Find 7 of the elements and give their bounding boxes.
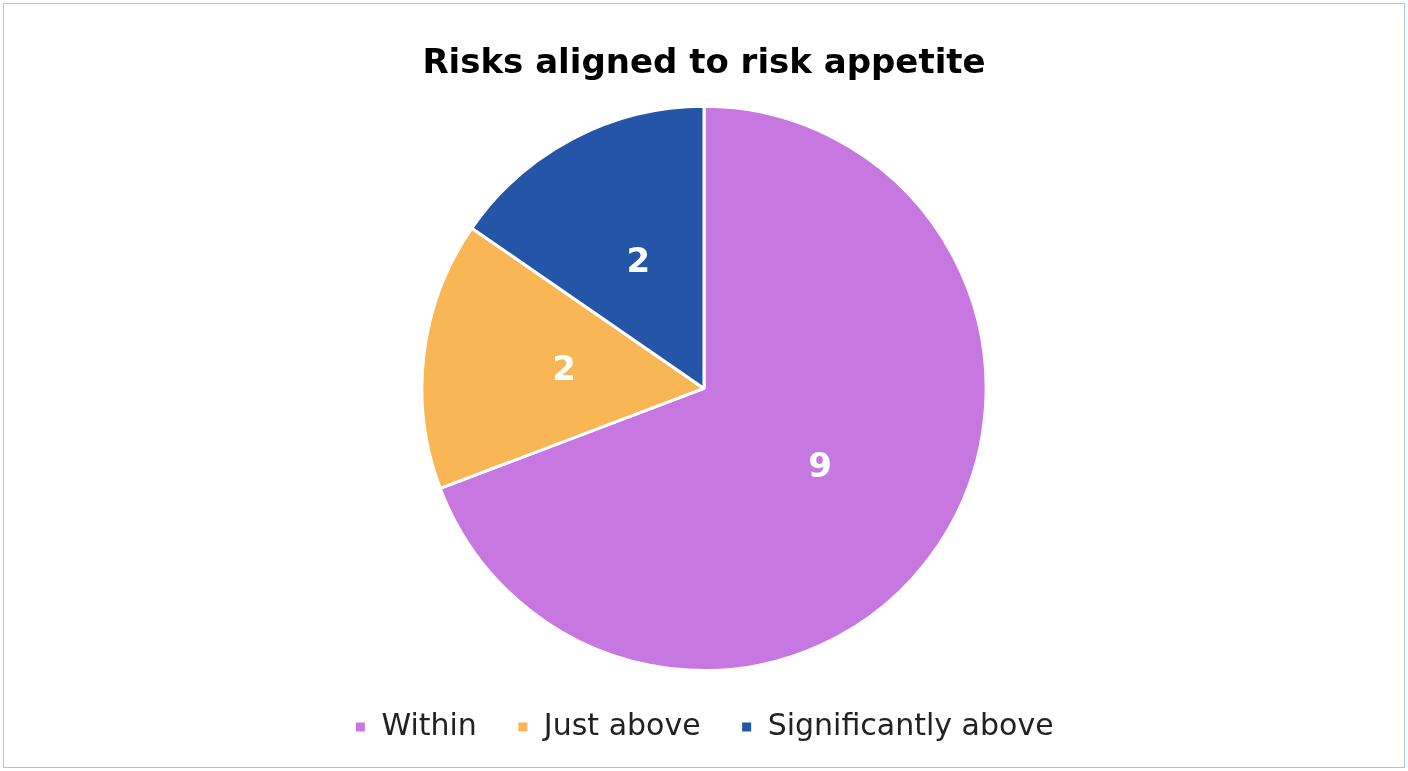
chart-title: Risks aligned to risk appetite [422,41,986,82]
legend-label: Within [381,706,477,742]
legend-label: Significantly above [767,706,1054,742]
data-label: 2 [552,348,576,389]
data-label: 9 [808,445,832,486]
legend-label: Just above [541,706,701,742]
data-label: 2 [626,240,651,281]
